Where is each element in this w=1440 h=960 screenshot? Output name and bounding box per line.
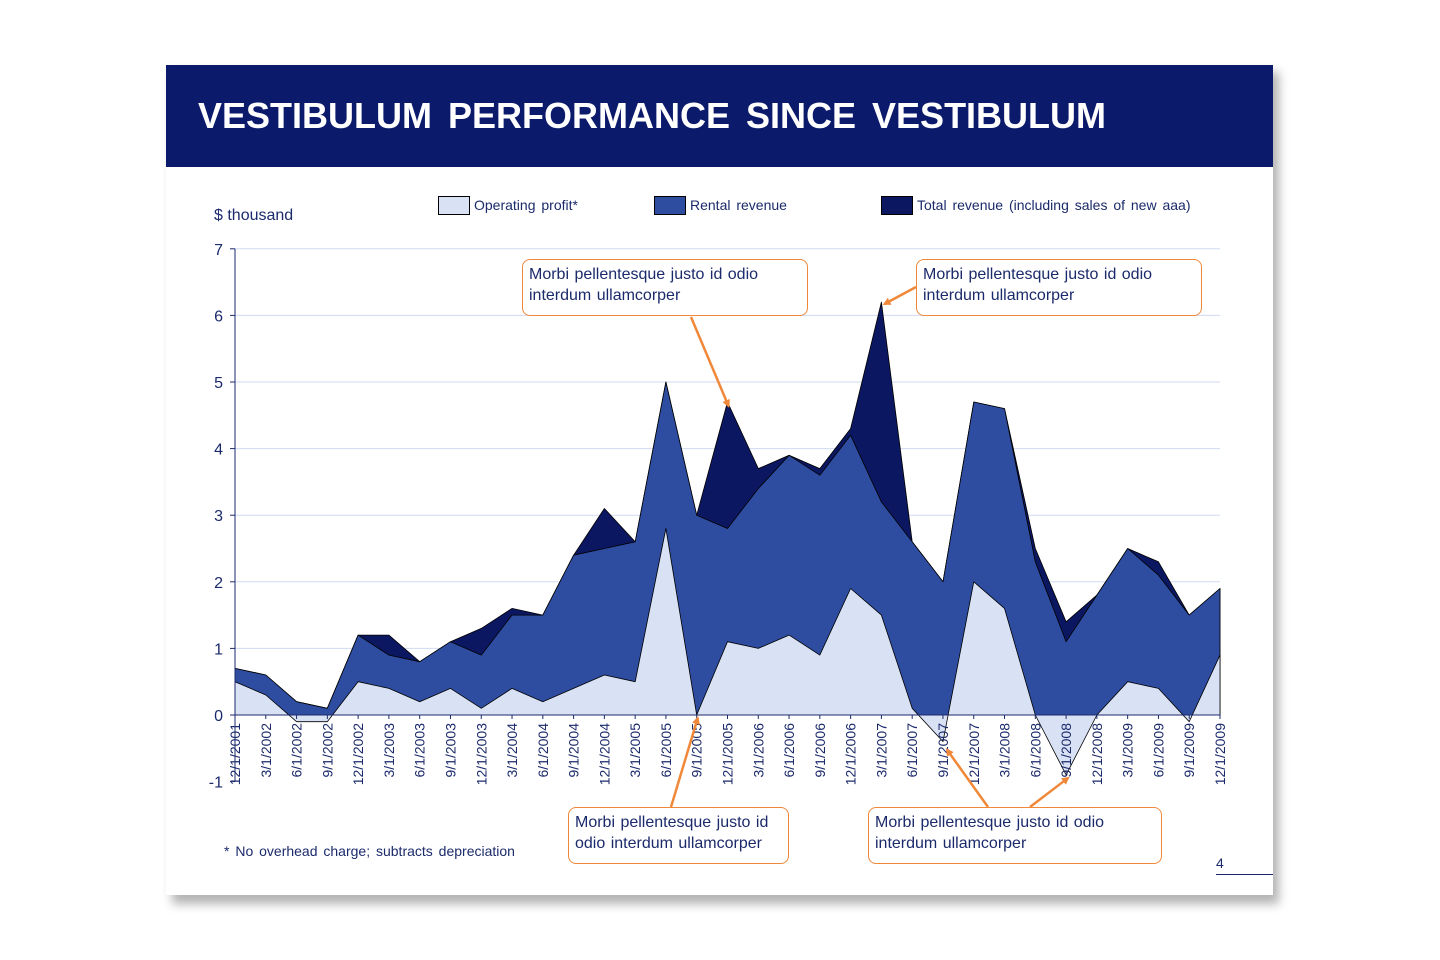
callout-arrow-4b [1029,776,1070,808]
x-tick-label: 9/1/2006 [812,723,828,778]
page-number: 4 [1216,855,1224,871]
x-tick-label: 3/1/2007 [873,723,889,778]
y-tick-label: 4 [214,442,223,459]
callout-arrow-2 [882,285,917,306]
x-tick-label: 6/1/2006 [781,723,797,778]
y-tick-label: 0 [214,708,223,725]
x-tick-label: 6/1/2007 [904,723,920,778]
x-tick-label: 6/1/2008 [1027,723,1043,778]
title-bar: VESTIBULUM PERFORMANCE SINCE VESTIBULUM [166,65,1273,167]
y-axis-unit-label: $ thousand [214,207,294,224]
x-tick-label: 3/1/2005 [627,723,643,778]
x-tick-label: 3/1/2004 [504,723,520,778]
callout-2: Morbi pellentesque justo id odio interdu… [916,259,1202,316]
x-tick-label: 9/1/2005 [689,723,705,778]
legend-operating-profit: Operating profit* [438,194,578,216]
y-tick-label: 3 [214,508,223,525]
callout-arrow-1 [689,316,730,408]
legend-total-revenue: Total revenue (including sales of new aa… [881,194,1191,216]
callout-4: Morbi pellentesque justo id odio interdu… [868,807,1162,864]
x-tick-label: 3/1/2003 [381,723,397,778]
x-tick-label: 12/1/2002 [350,723,366,785]
x-tick-label: 12/1/2007 [966,723,982,785]
legend-label-rental-revenue: Rental revenue [690,197,787,213]
x-tick-label: 12/1/2006 [843,723,859,785]
y-tick-label: -1 [209,775,223,792]
y-tick-label: 7 [214,242,223,259]
legend-swatch-total-revenue [881,195,913,215]
legend-label-operating-profit: Operating profit* [474,197,578,213]
callout-arrow-3 [669,716,700,808]
x-tick-label: 12/1/2005 [720,723,736,785]
x-tick-label: 9/1/2004 [566,723,582,778]
x-tick-label: 3/1/2009 [1120,723,1136,778]
area-chart: -1 0 1 2 3 4 5 6 7 12/1/2001 3/1/2002 6/1/2002 9/1/2… [209,242,1228,808]
callout-arrow-4a [945,748,990,808]
x-tick-label: 12/1/2001 [227,723,243,785]
area-operating-profit [234,528,1221,776]
legend-swatch-rental-revenue [654,195,686,215]
x-tick-label: 6/1/2002 [289,723,305,778]
x-tick-label: 9/1/2008 [1058,723,1074,778]
x-tick-label: 12/1/2009 [1212,723,1228,785]
x-tick-label: 9/1/2007 [935,723,951,778]
x-tick-label: 3/1/2006 [750,723,766,778]
x-tick-label: 3/1/2008 [997,723,1013,778]
x-tick-label: 6/1/2003 [412,723,428,778]
x-tick-label: 3/1/2002 [258,723,274,778]
x-tick-label: 9/1/2009 [1181,723,1197,778]
x-tick-label: 6/1/2004 [535,723,551,778]
x-tick-label: 12/1/2008 [1089,723,1105,785]
callout-1: Morbi pellentesque justo id odio interdu… [522,259,808,316]
slide: VESTIBULUM PERFORMANCE SINCE VESTIBULUM … [166,65,1273,895]
y-tick-label: 2 [214,575,223,592]
y-tick-label: 1 [214,641,223,658]
page-title: VESTIBULUM PERFORMANCE SINCE VESTIBULUM [198,95,1107,136]
x-tick-label: 12/1/2004 [596,723,612,785]
y-tick-label: 5 [214,375,223,392]
x-tick-label: 9/1/2002 [319,723,335,778]
page-number-rule [1216,874,1273,875]
x-tick-label: 6/1/2009 [1150,723,1166,778]
x-tick-label: 6/1/2005 [658,723,674,778]
legend-label-total-revenue: Total revenue (including sales of new aa… [917,197,1191,213]
y-tick-label: 6 [214,308,223,325]
x-tick-label: 9/1/2003 [442,723,458,778]
footnote: * No overhead charge; subtracts deprecia… [224,843,515,859]
legend-swatch-operating-profit [438,195,470,215]
x-tick-label: 12/1/2003 [473,723,489,785]
callout-3: Morbi pellentesque justo id odio interdu… [568,807,789,864]
legend-rental-revenue: Rental revenue [654,194,787,216]
